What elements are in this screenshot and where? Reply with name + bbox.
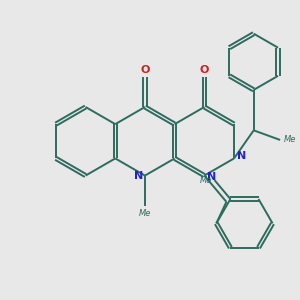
Text: N: N <box>207 172 217 182</box>
Text: Me: Me <box>139 209 151 218</box>
Text: Me: Me <box>284 136 296 145</box>
Text: Me: Me <box>200 176 212 184</box>
Text: O: O <box>140 65 150 75</box>
Text: O: O <box>200 65 209 75</box>
Text: N: N <box>134 171 143 181</box>
Text: N: N <box>237 151 246 161</box>
